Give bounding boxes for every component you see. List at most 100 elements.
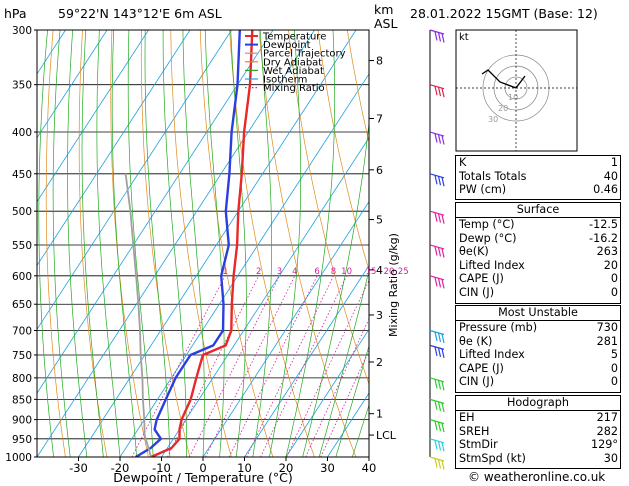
row-value: 281 [596,334,618,348]
table-row: StmSpd (kt) 30 [456,452,620,466]
mixing-ratio-label: 10 [341,267,352,277]
isotherm [37,30,315,457]
isotherm [119,73,369,457]
hodograph-table: Hodograph EH 217 SREH 282 StmDir 129° StmSpd (… [455,395,621,469]
table-row: CAPE (J) 0 [456,272,620,286]
mixing-ratio-line [286,279,369,457]
surface-title: Surface [456,203,620,218]
row-label: StmDir [459,438,498,452]
row-label: θe (K) [459,334,493,348]
isotherm [37,30,232,331]
row-value: -16.2 [589,231,618,245]
hodograph-trace [481,69,517,89]
table-row: Lifted Index 5 [456,348,620,362]
datetime-text: 28.01.2022 15GMT (Base: 12) [410,6,598,21]
wet-adiabat [67,30,88,457]
pressure-tick-label: 600 [12,271,32,283]
table-row: Lifted Index 20 [456,259,620,273]
table-row: PW (cm) 0.46 [456,183,620,197]
asl-label: ASL [374,16,398,31]
wind-barb [429,419,445,433]
temp-tick-label: -30 [69,461,88,475]
wind-barb [429,131,445,145]
wet-adiabat [111,30,137,457]
pressure-tick-label: 450 [12,169,32,181]
row-value: 20 [603,258,618,272]
temp-tick-label: 40 [362,461,377,475]
pressure-tick-label: 400 [12,127,32,139]
row-label: Pressure (mb) [459,321,538,334]
most-unstable-table: Most Unstable Pressure (mb) 730 θe (K) 281 L… [455,305,621,393]
temperature-line [150,30,254,457]
table-row: EH 217 [456,411,620,425]
temp-tick-label: 0 [199,461,206,475]
row-label: K [459,156,467,169]
pressure-tick-label: 700 [12,326,32,338]
km-tick-label: 7 [376,112,383,125]
isotherm [78,30,357,457]
wet-adiabat [96,30,121,457]
mixing-ratio-line [167,275,260,457]
hodograph-ring-label: 30 [488,115,498,124]
km-tick-label: 2 [376,356,383,369]
temp-tick-label: -10 [152,461,171,475]
legend-label: Dry Adiabat [263,57,322,68]
wind-barb [429,29,445,43]
hodograph-frame [455,29,578,152]
temp-tick-label: 20 [279,461,294,475]
dry-adiabat [110,30,149,457]
wet-adiabat [335,344,369,457]
row-value: 263 [596,245,618,259]
mixing-ratio-line [228,275,318,457]
mixing-ratio-label: 15 [366,267,377,277]
row-value: 282 [596,424,618,438]
row-label: Lifted Index [459,348,525,362]
table-row: SREH 282 [456,425,620,439]
wind-barb [429,210,445,224]
wind-barb [429,398,445,412]
wind-barb [429,456,445,470]
km-tick-label: 1 [376,408,383,421]
wind-barb [429,275,445,289]
row-label: EH [459,411,475,424]
pressure-tick-label: 500 [12,206,32,218]
mixing-ratio-label: 2 [256,267,261,277]
km-tick-label: 8 [376,55,383,68]
km-tick-label: 5 [376,214,383,227]
table-row: θe (K) 281 [456,335,620,349]
wet-adiabat [38,30,54,457]
km-tick-label: LCL [376,429,397,442]
pressure-tick-label: 750 [12,350,32,362]
wind-barb [429,244,445,258]
row-value: 0 [610,272,618,286]
dry-adiabat [45,30,66,457]
isotherm [285,328,369,457]
pressure-tick-label: 650 [12,299,32,311]
table-row: Pressure (mb) 730 [456,321,620,335]
dewpoint-line [135,30,241,457]
isotherm [244,264,369,457]
dry-adiabat [78,30,108,457]
wet-adiabat [285,30,336,457]
hpa-label: hPa [4,6,27,21]
pressure-tick-label: 900 [12,415,32,427]
wind-barb [429,173,445,187]
legend-label: Parcel Trajectory [263,49,346,60]
storm-motion-vector [515,75,526,89]
credit-text: © weatheronline.co.uk [468,470,606,484]
row-value: 0 [610,375,618,389]
wet-adiabat [52,30,71,457]
mixing-ratio-line [189,275,280,457]
wet-adiabat [318,269,369,457]
mixing-ratio-label: 25 [398,267,409,277]
isotherm [37,30,191,267]
dry-adiabat [258,30,357,457]
surface-table: Surface Temp (°C) -12.5 Dewp (°C) -16.2 θe(K… [455,202,621,304]
row-label: CIN (J) [459,375,495,389]
table-row: StmDir 129° [456,438,620,452]
hodograph-ring-label: 20 [498,104,508,113]
row-value: 0 [610,361,618,375]
